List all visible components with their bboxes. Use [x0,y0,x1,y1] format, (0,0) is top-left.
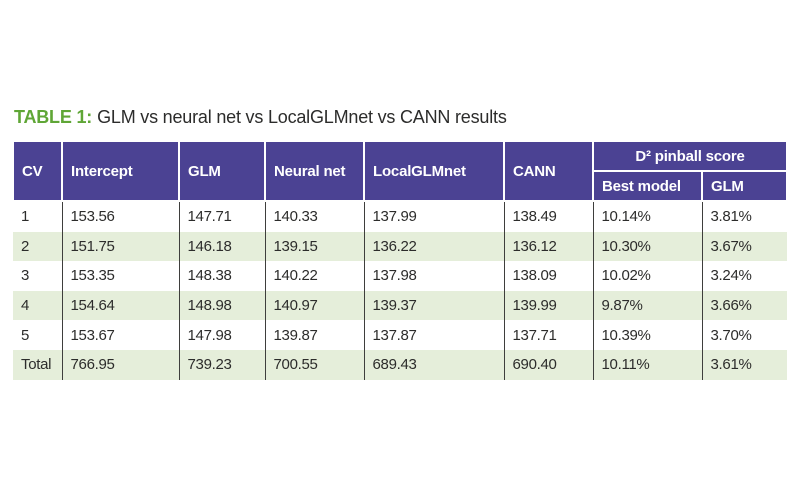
table-cell: 3.67% [702,231,788,262]
table-body: 1 153.56 147.71 140.33 137.99 138.49 10.14% 3.8… [13,201,788,380]
table-cell: 151.75 [62,231,180,262]
column-header-localglmnet: LocalGLMnet [363,140,505,202]
results-table: CV Intercept GLM Neural net LocalGLMnet … [12,140,789,380]
table-cell: 10.39% [593,320,703,350]
table-cell: 139.87 [265,320,365,350]
table-row: 1 153.56 147.71 140.33 137.99 138.49 10.14% 3.8… [13,201,787,232]
table-cell: 3.66% [702,290,788,321]
table-header: CV Intercept GLM Neural net LocalGLMnet … [12,140,789,202]
table-cell: 10.14% [593,201,703,232]
table-cell: 3.61% [702,349,788,380]
table-cell: Total [13,349,63,380]
column-header-intercept: Intercept [61,140,180,202]
column-header-glm-pinball: GLM [700,170,789,202]
table-caption-text: GLM vs neural net vs LocalGLMnet vs CANN… [97,107,507,127]
table-cell: 140.33 [265,201,365,232]
table-cell: 3.81% [710,208,752,226]
table-cell: 137.71 [504,320,594,350]
table-caption: TABLE 1: GLM vs neural net vs LocalGLMnet… [14,106,507,128]
column-header-cann: CANN [503,140,594,202]
table-cell: 3 [13,261,63,291]
table-cell: 689.43 [364,349,505,380]
table-cell: 148.38 [179,261,266,291]
table-cell: 10.30% [593,231,703,262]
column-header-best-model: Best model [592,170,703,202]
table-cell: 137.99 [364,201,505,232]
table-cell: 10.02% [593,261,703,291]
table-cell: 138.09 [504,261,594,291]
column-header-glm: GLM [178,140,266,202]
table-cell: 139.37 [364,290,505,321]
table-cell: 3.70% [710,326,752,344]
table-cell: 140.97 [265,290,365,321]
table-cell: 700.55 [265,349,365,380]
table-cell: 153.35 [62,261,180,291]
table-cell: 136.22 [364,231,505,262]
table-cell: 9.87% [593,290,703,321]
table-cell: 137.98 [364,261,505,291]
header-row-main: CV Intercept GLM Neural net LocalGLMnet … [12,140,789,202]
table-cell: 139.99 [504,290,594,321]
table-cell: 2 [13,231,63,262]
table-cell: 146.18 [179,231,266,262]
table-cell: 147.71 [179,201,266,232]
table-row: 5 153.67 147.98 139.87 137.87 137.71 10.39% 3.7… [13,320,787,350]
table-cell: 148.98 [179,290,266,321]
table-cell: 138.49 [504,201,594,232]
table-row: Total 766.95 739.23 700.55 689.43 690.40 10.11… [13,349,788,380]
table-caption-label: TABLE 1: [14,107,93,127]
table-row: 2 151.75 146.18 139.15 136.22 136.12 10.30% 3.6… [13,231,788,262]
table-cell: 10.11% [593,349,703,380]
table-cell: 154.64 [62,290,180,321]
table-cell: 766.95 [62,349,180,380]
table-cell: 153.67 [62,320,180,350]
table-cell: 3.24% [710,267,752,285]
table-cell: 5 [13,320,63,350]
column-group-header-d2-pinball-score: D² pinball score [591,140,789,172]
table-cell: 147.98 [179,320,266,350]
table-cell: 4 [13,290,63,321]
column-header-cv: CV [12,140,63,202]
table-row: 4 154.64 148.98 140.97 139.37 139.99 9.87% 3.66… [13,290,788,321]
table-cell: 153.56 [62,201,180,232]
table-cell: 140.22 [265,261,365,291]
table-row: 3 153.35 148.38 140.22 137.98 138.09 10.02% 3.2… [13,261,787,291]
table-cell: 739.23 [179,349,266,380]
table-cell: 139.15 [265,231,365,262]
column-header-neural-net: Neural net [264,140,365,202]
table-cell: 1 [13,201,63,232]
header-row-sub: Best model GLM [13,170,789,202]
table-cell: 137.87 [364,320,505,350]
table-cell: 690.40 [504,349,594,380]
table-cell: 136.12 [504,231,594,262]
